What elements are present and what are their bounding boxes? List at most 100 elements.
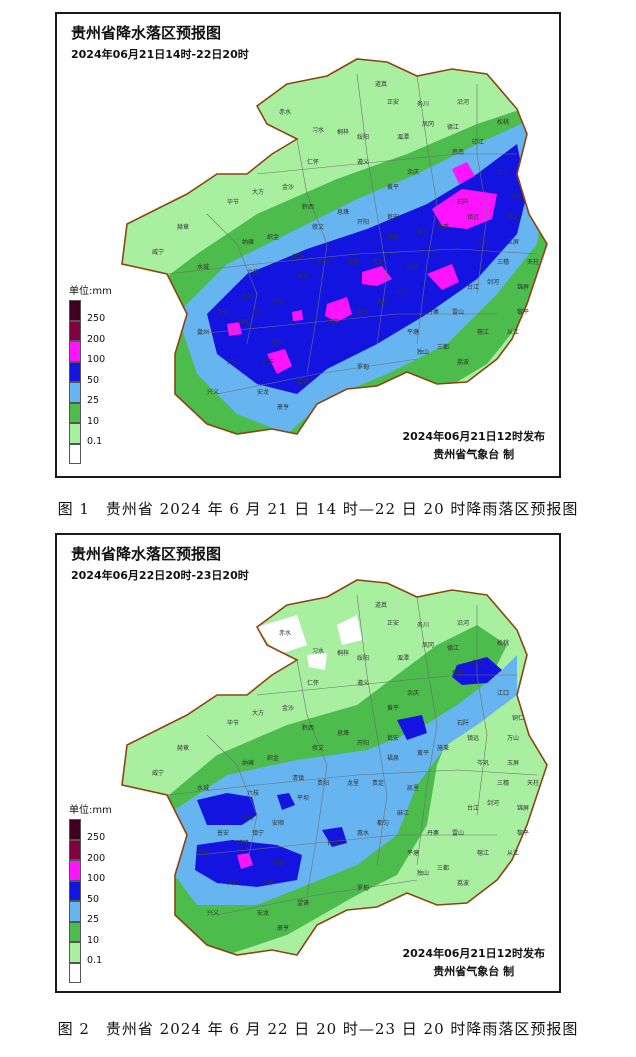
legend-label: 0.1 (87, 955, 103, 966)
legend-level (69, 962, 112, 983)
issue-time: 2024年06月21日12时发布 (402, 947, 545, 960)
county-label: 贵定 (372, 779, 384, 787)
county-label: 施秉 (437, 223, 449, 231)
legend-level: 250 (69, 819, 112, 843)
agency: 贵州省气象台 制 (433, 965, 515, 978)
county-label: 习水 (312, 647, 324, 655)
county-label: 长顺 (327, 839, 339, 847)
county-label: 榕江 (477, 328, 489, 336)
county-label: 晴隆 (237, 318, 249, 326)
legend-swatch (69, 361, 81, 382)
county-label: 余庆 (407, 689, 419, 697)
legend-swatch (69, 942, 81, 963)
county-label: 盘州 (197, 849, 209, 857)
issue-info: 2024年06月21日12时发布 贵州省气象台 制 (402, 428, 545, 464)
legend-unit: 单位:mm (69, 805, 112, 816)
legend-level: 50 (69, 361, 112, 386)
county-label: 晴隆 (237, 839, 249, 847)
county-label: 贞丰 (262, 358, 274, 366)
county-label: 天柱 (527, 779, 539, 787)
county-label: 雷山 (452, 829, 464, 837)
county-label: 黄平 (387, 704, 399, 712)
county-label: 凯里 (407, 784, 419, 792)
county-label: 福泉 (387, 233, 399, 241)
county-label: 罗甸 (357, 363, 369, 371)
legend-label: 10 (87, 934, 100, 946)
legend-swatch (69, 819, 81, 840)
county-label: 三都 (437, 864, 449, 872)
legend-swatch (69, 901, 81, 922)
legend-label: 50 (87, 374, 100, 386)
county-label: 六枝 (247, 268, 259, 276)
county-label: 修文 (312, 744, 324, 752)
county-label: 平坝 (297, 794, 309, 802)
legend-level: 200 (69, 839, 112, 864)
county-label: 平塘 (407, 849, 419, 857)
county-label: 遵义 (357, 679, 369, 687)
province-border-2 (121, 579, 548, 956)
legend-swatch (69, 423, 81, 444)
county-label: 天柱 (527, 258, 539, 266)
county-label: 镇宁 (252, 308, 264, 316)
county-label: 安龙 (257, 388, 269, 396)
legend-level: 50 (69, 880, 112, 905)
county-label: 务川 (417, 100, 429, 108)
county-label: 三穗 (497, 258, 509, 266)
county-label: 紫云 (272, 859, 284, 867)
map-title: 贵州省降水落区预报图 (71, 24, 222, 42)
county-label: 毕节 (227, 198, 239, 206)
county-label: 沿河 (457, 98, 469, 106)
county-label: 桐梓 (337, 128, 349, 136)
county-label: 龙里 (347, 258, 359, 266)
county-label: 万山 (507, 734, 519, 742)
county-label: 黎平 (517, 308, 529, 316)
legend-level: 0.1 (69, 423, 112, 447)
legend-swatch (69, 382, 81, 403)
county-label: 正安 (387, 619, 399, 627)
county-label: 三都 (437, 343, 449, 351)
county-label: 赤水 (279, 108, 291, 116)
county-label: 赫章 (177, 223, 189, 231)
county-label: 平塘 (407, 328, 419, 336)
county-label: 荔波 (457, 879, 469, 887)
county-label: 罗甸 (357, 884, 369, 892)
county-label: 思南 (452, 148, 464, 156)
county-label: 遵义 (357, 158, 369, 166)
legend-label: 50 (87, 893, 100, 905)
county-label: 大方 (252, 709, 264, 717)
county-label: 习水 (312, 126, 324, 134)
county-label: 兴仁 (227, 879, 239, 887)
county-label: 镇宁 (252, 829, 264, 837)
county-label: 铜仁 (512, 193, 524, 201)
county-label: 织金 (267, 233, 279, 241)
county-label: 思南 (452, 669, 464, 677)
agency: 贵州省气象台 制 (433, 448, 515, 461)
county-label: 瓮安 (387, 734, 399, 742)
legend-swatch (69, 402, 81, 423)
issue-info: 2024年06月21日12时发布 贵州省气象台 制 (402, 945, 545, 981)
county-label: 麻江 (397, 288, 409, 296)
county-label: 望谟 (297, 899, 309, 907)
county-label: 贵定 (372, 258, 384, 266)
county-label: 都匀 (377, 819, 389, 827)
county-label: 三穗 (497, 779, 509, 787)
county-label: 紫云 (272, 338, 284, 346)
county-label: 瓮安 (387, 213, 399, 221)
legend-level: 10 (69, 402, 112, 427)
province-border-1 (121, 58, 548, 435)
county-label: 湄潭 (397, 133, 409, 141)
county-label: 贞丰 (262, 879, 274, 887)
county-label: 纳雍 (242, 238, 254, 246)
legend-label: 250 (87, 313, 106, 324)
county-label: 开阳 (357, 739, 369, 747)
county-label: 威宁 (152, 248, 164, 256)
legend: 单位:mm 250 200 100 50 25 10 0.1 (69, 282, 112, 464)
county-label: 金沙 (282, 183, 294, 191)
county-label: 黄平 (417, 228, 429, 236)
county-label: 安顺 (272, 819, 284, 827)
legend-label: 25 (87, 395, 100, 406)
county-label: 修文 (312, 223, 324, 231)
county-label: 荔波 (457, 358, 469, 366)
